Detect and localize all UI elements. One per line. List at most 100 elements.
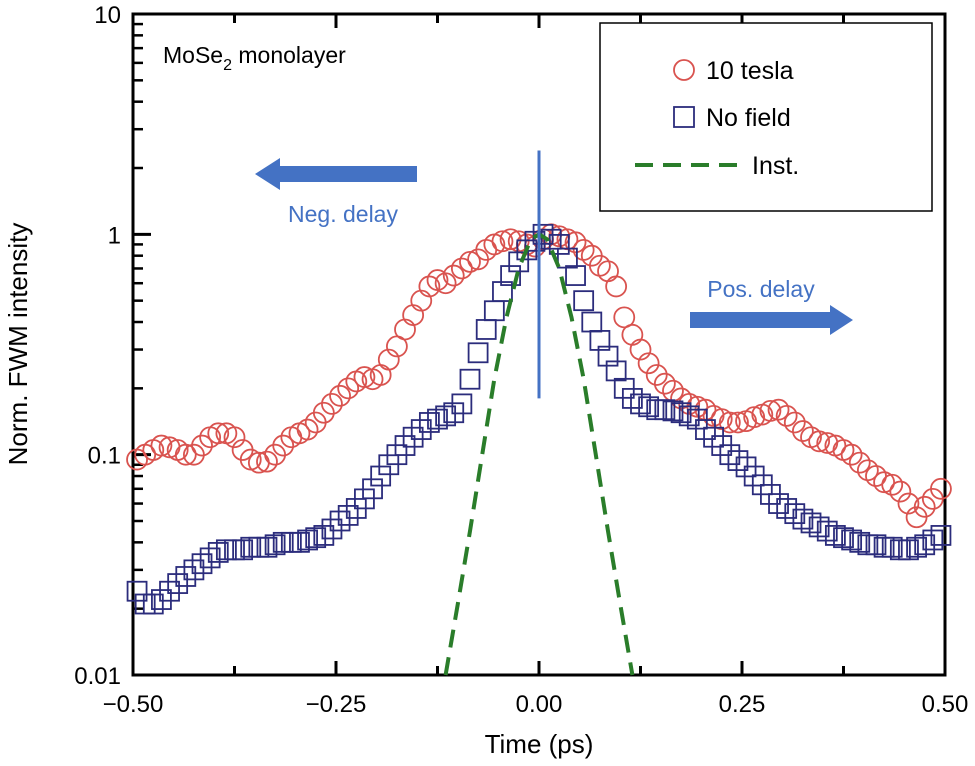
data-point-circle (256, 450, 278, 473)
data-point-square (337, 505, 359, 526)
legend: 10 tesla No field Inst. (599, 22, 933, 212)
legend-label-inst: Inst. (752, 152, 799, 180)
data-point-square (881, 536, 903, 558)
data-point-square (167, 573, 189, 594)
neg-delay-label: Neg. delay (288, 201, 398, 227)
data-point-square (849, 531, 871, 553)
series-no-field (126, 223, 952, 615)
legend-circle-marker (673, 59, 695, 81)
data-point-circle (353, 366, 376, 388)
data-point-square (126, 580, 148, 602)
data-point-circle (913, 495, 936, 518)
data-point-square (589, 330, 611, 351)
x-tick-label: −0.25 (306, 691, 367, 718)
data-point-circle (759, 399, 782, 422)
data-point-square (800, 512, 822, 534)
data-point-square (362, 478, 383, 500)
data-point-square (199, 547, 221, 569)
data-point-circle (207, 422, 230, 445)
data-point-circle (783, 411, 806, 434)
data-point-circle (377, 348, 400, 371)
data-point-circle (840, 443, 863, 466)
x-tick-label: −0.50 (103, 691, 164, 718)
data-point-square (264, 534, 286, 556)
data-point-square (483, 300, 505, 322)
data-point-circle (743, 406, 766, 429)
data-point-circle (402, 304, 425, 326)
data-point-square (898, 539, 919, 561)
data-point-circle (637, 352, 660, 375)
data-point-square (727, 450, 749, 471)
sample-label: MoSe2 monolayer (163, 42, 346, 74)
data-point-square (792, 508, 814, 530)
data-point-square (492, 281, 513, 302)
x-tick-label: 0.00 (516, 691, 563, 718)
data-point-circle (442, 264, 465, 287)
data-point-circle (418, 275, 441, 298)
legend-label-10-tesla: 10 tesla (706, 57, 794, 85)
data-point-circle (653, 372, 676, 395)
data-point-square (841, 529, 863, 551)
data-point-square (922, 529, 944, 551)
data-point-circle (272, 434, 295, 457)
legend-square-marker (673, 106, 695, 128)
data-point-square (402, 426, 424, 448)
data-point-circle (629, 338, 652, 361)
data-point-square (565, 265, 586, 286)
pos-delay-arrow (690, 305, 853, 335)
data-point-square (313, 525, 335, 546)
data-point-circle (848, 451, 871, 474)
data-point-circle (491, 230, 514, 253)
ticks: −0.50 −0.25 0.00 0.25 0.50 0.01 0.1 1 10 (74, 2, 968, 718)
data-point-square (776, 498, 798, 519)
data-point-circle (329, 384, 351, 407)
data-point-circle (174, 443, 197, 466)
data-point-square (410, 419, 432, 440)
data-point-circle (394, 318, 416, 341)
data-point-square (370, 465, 392, 487)
data-point-circle (312, 401, 335, 424)
data-point-square (297, 529, 318, 551)
data-point-square (605, 360, 627, 382)
data-point-square (524, 230, 546, 252)
data-point-square (638, 396, 660, 418)
data-point-circle (621, 323, 644, 346)
data-point-square (256, 536, 278, 558)
data-point-circle (450, 257, 473, 280)
data-point-square (159, 580, 180, 602)
legend-box (599, 22, 933, 212)
data-point-square (686, 408, 708, 430)
y-tick-label: 0.1 (88, 443, 121, 470)
data-point-square (475, 319, 497, 340)
data-point-square (808, 516, 830, 538)
legend-label-no-field: No field (706, 104, 791, 132)
data-point-square (703, 426, 724, 448)
x-tick-label: 0.50 (922, 691, 969, 718)
data-point-square (597, 345, 619, 367)
data-point-square (427, 408, 448, 430)
x-tick-label: 0.25 (719, 691, 766, 718)
data-point-square (816, 520, 838, 542)
data-point-square (418, 412, 440, 433)
data-point-square (930, 525, 952, 546)
data-point-square (191, 553, 213, 575)
data-point-square (175, 566, 197, 587)
y-tick-label: 10 (94, 2, 121, 29)
data-point-square (833, 527, 854, 549)
data-point-circle (767, 398, 790, 421)
data-point-circle (792, 420, 814, 442)
data-point-square (824, 525, 846, 546)
data-point-circle (808, 430, 831, 453)
data-point-square (557, 247, 578, 269)
data-point-square (451, 393, 473, 415)
text-layer: MoSe2 monolayer Time (ps) Norm. FWM inte… (3, 42, 593, 759)
data-point-circle (564, 231, 587, 254)
data-point-square (654, 399, 676, 421)
data-point-square (467, 342, 489, 364)
data-point-circle (897, 492, 920, 515)
data-point-circle (605, 275, 628, 298)
data-point-circle (930, 477, 952, 500)
data-point-circle (321, 392, 343, 415)
data-point-square (695, 419, 716, 440)
